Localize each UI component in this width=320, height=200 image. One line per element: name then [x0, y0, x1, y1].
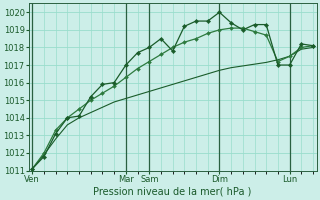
X-axis label: Pression niveau de la mer( hPa ): Pression niveau de la mer( hPa )	[93, 187, 252, 197]
